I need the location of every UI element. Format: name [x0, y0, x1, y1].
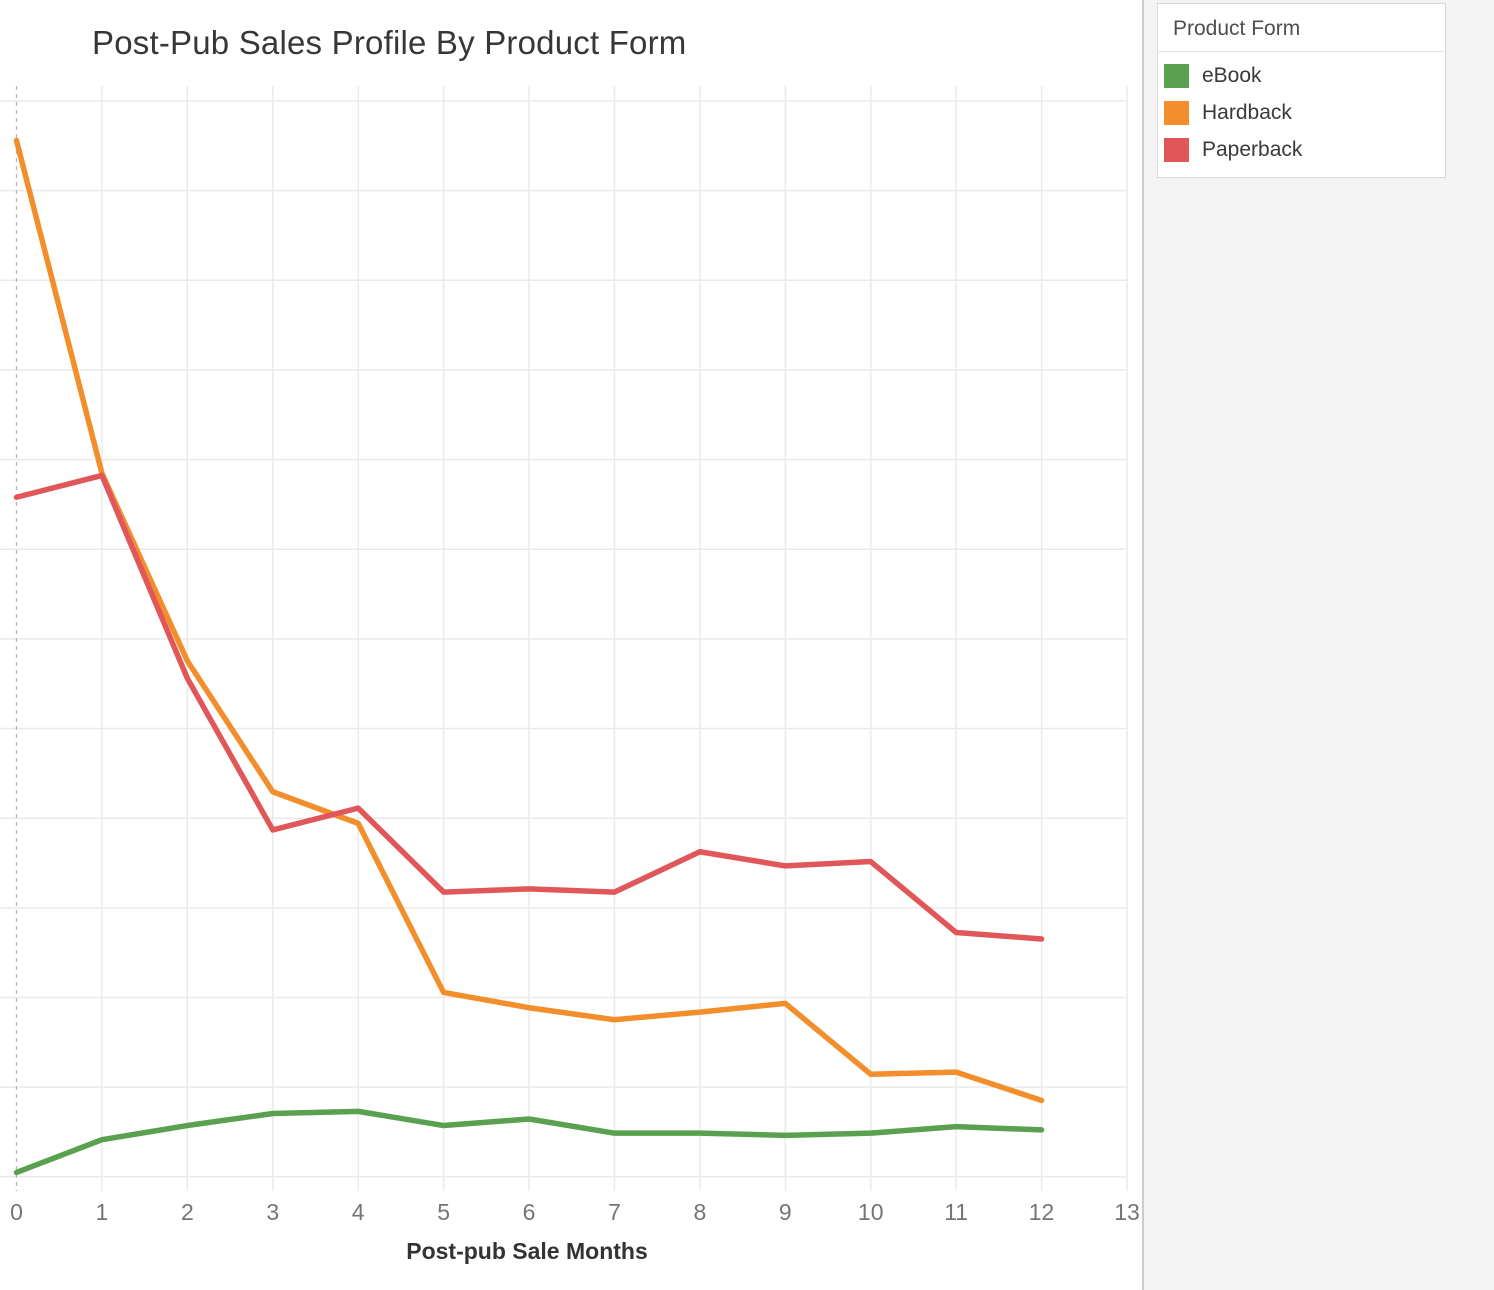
x-axis-title: Post-pub Sale Months [406, 1238, 648, 1264]
x-tick-label: 12 [1029, 1199, 1055, 1225]
chart-title: Post-Pub Sales Profile By Product Form [92, 24, 687, 61]
paperback-color-swatch [1164, 138, 1189, 162]
legend-item-label: Paperback [1202, 138, 1303, 161]
legend-items: eBook Hardback Paperback [1158, 52, 1445, 169]
x-tick-label: 0 [10, 1199, 23, 1225]
x-tick-label: 4 [352, 1199, 365, 1225]
legend: Product Form eBook Hardback Paperback [1157, 3, 1446, 178]
legend-divider [1158, 51, 1445, 52]
x-tick-label: 8 [693, 1199, 706, 1225]
x-tick-label: 3 [266, 1199, 279, 1225]
series-line-ebook[interactable] [13, 1108, 1045, 1176]
x-tick-label: 6 [523, 1199, 536, 1225]
legend-item-label: Hardback [1202, 101, 1292, 124]
legend-title: Product Form [1173, 17, 1301, 40]
series-line-hardback[interactable] [13, 137, 1045, 1104]
legend-item-ebook[interactable]: eBook [1158, 58, 1445, 95]
x-tick-label: 13 [1114, 1199, 1140, 1225]
line-chart-plot: 0 1 2 3 4 5 6 7 8 9 10 11 12 13 [0, 86, 1140, 1225]
x-tick-label: 10 [858, 1199, 884, 1225]
x-tick-label: 7 [608, 1199, 621, 1225]
legend-item-label: eBook [1202, 64, 1262, 87]
x-tick-label: 11 [944, 1199, 968, 1225]
legend-item-hardback[interactable]: Hardback [1158, 95, 1445, 132]
x-tick-label: 5 [437, 1199, 450, 1225]
ebook-color-swatch [1164, 64, 1189, 88]
x-tick-label: 1 [96, 1199, 109, 1225]
x-tick-label: 2 [181, 1199, 194, 1225]
legend-item-paperback[interactable]: Paperback [1158, 132, 1445, 169]
series-line-paperback[interactable] [13, 472, 1045, 942]
legend-panel: Product Form eBook Hardback Paperback [1142, 0, 1494, 1290]
x-tick-label: 9 [779, 1199, 792, 1225]
hardback-color-swatch [1164, 101, 1189, 125]
